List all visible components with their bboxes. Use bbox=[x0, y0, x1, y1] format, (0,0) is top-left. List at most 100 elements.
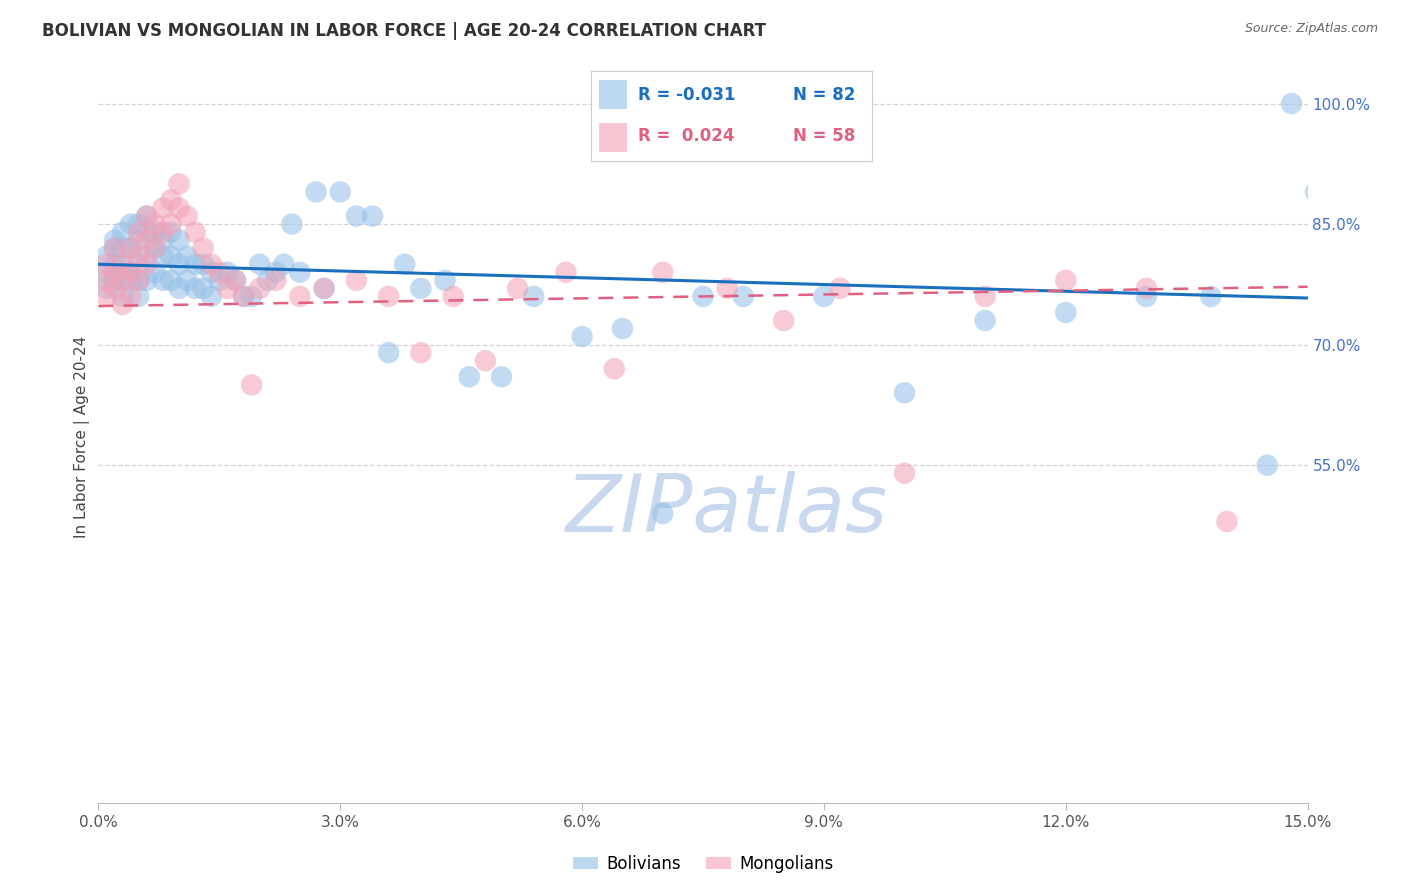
Point bbox=[184, 225, 207, 239]
Point bbox=[240, 377, 263, 392]
Text: N = 82: N = 82 bbox=[793, 87, 855, 104]
Point bbox=[103, 273, 125, 287]
Point bbox=[1376, 739, 1399, 754]
Point bbox=[152, 233, 174, 247]
Point bbox=[135, 257, 157, 271]
Point bbox=[135, 209, 157, 223]
Point bbox=[160, 225, 183, 239]
Point bbox=[1135, 289, 1157, 303]
Point bbox=[344, 273, 367, 287]
Point bbox=[167, 233, 190, 247]
Point bbox=[96, 281, 118, 295]
Text: N = 58: N = 58 bbox=[793, 127, 855, 145]
Point bbox=[135, 249, 157, 263]
Point bbox=[120, 241, 142, 255]
Point bbox=[103, 257, 125, 271]
Point bbox=[1216, 515, 1239, 529]
Point bbox=[1305, 185, 1327, 199]
Point bbox=[111, 297, 134, 311]
Point bbox=[184, 257, 207, 271]
Point bbox=[733, 289, 755, 303]
Point bbox=[111, 289, 134, 303]
Point bbox=[200, 265, 222, 279]
Text: R =  0.024: R = 0.024 bbox=[638, 127, 735, 145]
Point bbox=[160, 217, 183, 231]
Point bbox=[135, 233, 157, 247]
Point bbox=[603, 361, 626, 376]
Point bbox=[249, 281, 271, 295]
Point bbox=[193, 241, 215, 255]
Point bbox=[523, 289, 546, 303]
Point bbox=[128, 217, 150, 231]
Text: Source: ZipAtlas.com: Source: ZipAtlas.com bbox=[1244, 22, 1378, 36]
Point bbox=[264, 265, 287, 279]
Point bbox=[184, 281, 207, 295]
Point bbox=[281, 217, 304, 231]
Point bbox=[1054, 273, 1077, 287]
Point bbox=[974, 313, 997, 327]
Point bbox=[249, 257, 271, 271]
Point bbox=[96, 273, 118, 287]
Point bbox=[555, 265, 578, 279]
Point bbox=[103, 265, 125, 279]
Point bbox=[217, 281, 239, 295]
Point bbox=[120, 265, 142, 279]
Point bbox=[612, 321, 634, 335]
Point bbox=[305, 185, 328, 199]
FancyBboxPatch shape bbox=[599, 80, 627, 109]
Point bbox=[128, 257, 150, 271]
Point bbox=[143, 217, 166, 231]
Text: R = -0.031: R = -0.031 bbox=[638, 87, 735, 104]
Point bbox=[692, 289, 714, 303]
Point bbox=[135, 225, 157, 239]
Point bbox=[651, 265, 673, 279]
Point bbox=[1135, 281, 1157, 295]
Point bbox=[135, 273, 157, 287]
Point bbox=[394, 257, 416, 271]
Point bbox=[111, 257, 134, 271]
Point bbox=[344, 209, 367, 223]
Point bbox=[120, 241, 142, 255]
Point bbox=[167, 281, 190, 295]
Point bbox=[474, 353, 496, 368]
Point bbox=[314, 281, 336, 295]
Point bbox=[314, 281, 336, 295]
Point bbox=[176, 249, 198, 263]
Point bbox=[409, 281, 432, 295]
Point bbox=[128, 273, 150, 287]
Point bbox=[176, 273, 198, 287]
Point bbox=[96, 257, 118, 271]
Point bbox=[143, 241, 166, 255]
Point bbox=[152, 273, 174, 287]
Point bbox=[506, 281, 529, 295]
Point bbox=[152, 225, 174, 239]
Point bbox=[143, 241, 166, 255]
Point bbox=[193, 281, 215, 295]
Point bbox=[152, 201, 174, 215]
Point bbox=[208, 273, 231, 287]
Point bbox=[288, 265, 311, 279]
Point bbox=[361, 209, 384, 223]
Point bbox=[128, 249, 150, 263]
Point bbox=[1199, 289, 1222, 303]
Point bbox=[240, 289, 263, 303]
Point bbox=[120, 289, 142, 303]
Point bbox=[288, 289, 311, 303]
Point bbox=[893, 385, 915, 400]
Point bbox=[128, 289, 150, 303]
Point bbox=[377, 345, 399, 359]
Point bbox=[974, 289, 997, 303]
Point bbox=[716, 281, 738, 295]
Point bbox=[128, 273, 150, 287]
Point bbox=[772, 313, 794, 327]
Point bbox=[160, 249, 183, 263]
Point bbox=[96, 289, 118, 303]
Point bbox=[1054, 305, 1077, 319]
Point bbox=[120, 265, 142, 279]
Point bbox=[96, 265, 118, 279]
Point bbox=[224, 273, 246, 287]
Point bbox=[264, 273, 287, 287]
Point bbox=[193, 257, 215, 271]
Text: ZIPatlas: ZIPatlas bbox=[567, 471, 889, 549]
Point bbox=[143, 265, 166, 279]
